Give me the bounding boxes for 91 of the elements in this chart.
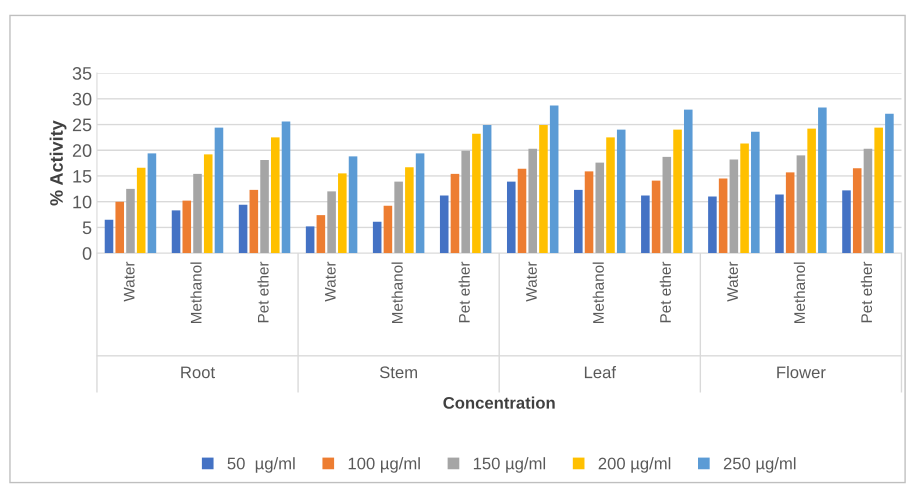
bar — [807, 128, 816, 254]
bar — [595, 162, 604, 254]
bar — [394, 182, 403, 254]
x-tick-label: Water — [526, 262, 537, 302]
bar — [885, 114, 894, 254]
bar — [472, 134, 481, 254]
legend-label: 50 µg/ml — [228, 457, 295, 473]
y-tick-label: 20 — [72, 144, 92, 157]
x-tick-label: Pet ether — [860, 262, 872, 322]
bar — [416, 153, 424, 254]
y-tick-label: 0 — [82, 247, 92, 260]
bar — [238, 204, 248, 254]
bar — [796, 155, 806, 254]
bar — [708, 196, 717, 254]
bar — [584, 171, 594, 254]
bar — [348, 156, 358, 254]
bar — [270, 137, 280, 254]
bar — [126, 188, 135, 254]
bar — [282, 121, 290, 254]
bar — [574, 190, 583, 254]
bar — [550, 105, 558, 254]
bar — [775, 194, 784, 254]
bar — [482, 125, 492, 254]
bar — [327, 191, 336, 254]
bar — [751, 132, 760, 254]
x-axis-title: Concentration — [443, 396, 555, 409]
text: Root — [181, 366, 215, 378]
legend-label: 100 µg/ml — [348, 457, 420, 473]
x-tick-label: Methanol — [190, 262, 202, 324]
bar — [818, 108, 827, 254]
bar — [440, 196, 449, 254]
bar — [673, 130, 682, 254]
x-tick-label: Pet ether — [458, 262, 470, 322]
bar — [204, 154, 213, 254]
bar — [718, 178, 728, 254]
bar — [384, 206, 392, 254]
bar — [606, 137, 615, 254]
bar — [136, 168, 146, 254]
bar — [104, 220, 114, 254]
bar — [786, 172, 794, 254]
y-tick-label: 5 — [82, 222, 92, 234]
bar — [461, 150, 470, 254]
bar — [852, 168, 862, 254]
x-tick-label: Pet ether — [257, 262, 269, 322]
bar — [316, 215, 326, 254]
bar — [874, 128, 883, 254]
bar — [730, 160, 738, 254]
y-tick-label: 30 — [72, 92, 92, 106]
bar — [662, 156, 672, 254]
bar — [684, 110, 693, 254]
legend-label: 200 µg/ml — [598, 457, 670, 473]
text: Stem — [380, 366, 417, 378]
bar — [172, 210, 180, 254]
bar — [518, 168, 526, 254]
x-tick-label: Methanol — [794, 262, 806, 324]
y-axis-title: % Activity — [50, 120, 66, 206]
x-tick-label: Methanol — [392, 262, 403, 324]
bar — [405, 167, 414, 254]
text: Flower — [777, 366, 826, 378]
bar — [148, 153, 156, 254]
x-tick-label: Water — [727, 262, 738, 302]
bar — [115, 202, 124, 254]
y-tick-label: 25 — [72, 118, 92, 132]
bar — [193, 174, 202, 254]
bar — [740, 144, 749, 254]
y-tick-label: 35 — [72, 67, 92, 80]
bar — [842, 190, 851, 254]
y-tick-label: 15 — [73, 170, 92, 183]
x-tick-label: Pet ether — [660, 262, 671, 322]
bar — [260, 160, 269, 254]
bar — [338, 173, 347, 254]
x-tick-label: Water — [124, 262, 135, 302]
bar — [864, 148, 872, 254]
bar — [506, 182, 516, 254]
legend-label: 150 µg/ml — [474, 457, 546, 473]
bar — [372, 222, 382, 254]
bar — [450, 174, 460, 254]
x-tick-label: Water — [325, 262, 336, 302]
bar — [214, 128, 224, 254]
text: Leaf — [584, 366, 616, 378]
bar — [528, 148, 538, 254]
bar — [652, 180, 660, 254]
legend-label: 250 µg/ml — [724, 457, 796, 473]
bar — [250, 190, 258, 254]
bar — [539, 125, 548, 254]
y-tick-label: 10 — [73, 196, 92, 208]
bar — [182, 200, 192, 254]
bar — [306, 226, 314, 254]
bar — [641, 196, 650, 254]
x-tick-label: Methanol — [592, 262, 604, 324]
bar — [616, 130, 626, 254]
